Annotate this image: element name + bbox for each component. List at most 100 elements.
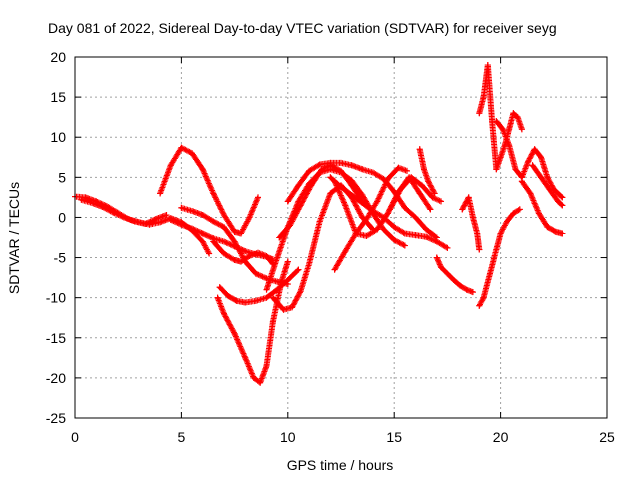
y-tick-label: 5 [58,169,66,185]
series-arc-15 [331,164,410,273]
data-point [246,214,253,221]
data-point [476,246,483,253]
data-point [327,159,334,166]
y-tick-label: -5 [54,250,67,266]
series-arc-17 [416,146,438,197]
data-point [538,154,545,161]
data-point [484,62,491,69]
data-point [438,264,445,271]
x-tick-label: 5 [178,429,186,445]
data-point [559,202,566,209]
data-point [425,178,432,185]
data-point [233,297,240,304]
data-point [220,224,227,231]
data-point [380,226,387,233]
data-point [525,158,532,165]
y-tick-label: 10 [50,129,66,145]
data-point [384,175,391,182]
data-point [297,202,304,209]
data-point [242,248,249,255]
plot-frame [74,56,608,419]
data-point [263,252,270,259]
data-point [480,294,487,301]
data-point [99,204,106,211]
data-point [538,174,545,181]
data-point [546,186,553,193]
data-point [420,166,427,173]
data-point [278,278,285,285]
data-point [206,250,213,257]
data-point [510,210,517,217]
data-point [274,254,281,261]
data-point [412,214,419,221]
data-point [178,144,185,151]
data-point [167,216,174,223]
data-point [474,230,481,237]
data-point [493,246,500,253]
data-point [255,194,262,201]
data-point [401,230,408,237]
data-point [423,226,430,233]
series-arc-2 [78,196,170,227]
data-point [535,210,542,217]
data-point [242,299,249,306]
data-point [199,230,206,237]
data-point [284,198,291,205]
data-point [342,248,349,255]
series-arc-19 [459,194,483,253]
data-point [231,228,238,235]
series-arc-20 [476,206,523,309]
data-point [401,204,408,211]
data-series [72,62,566,386]
data-point [518,126,525,133]
chart-title: Day 081 of 2022, Sidereal Day-to-day VTE… [48,20,557,36]
series-arc-8 [214,258,291,386]
series-arc-21 [476,62,525,173]
data-point [457,282,464,289]
data-point [486,270,493,277]
data-point [189,208,196,215]
data-point [78,196,85,203]
data-point [433,254,440,261]
series-arc-5 [178,204,291,288]
data-point [250,374,257,381]
data-point [386,206,393,213]
data-point [252,297,259,304]
data-point [395,164,402,171]
data-point [416,146,423,153]
data-point [512,166,519,173]
data-point [178,204,185,211]
data-point [427,206,434,213]
data-point [359,214,366,221]
y-tick-label: -20 [46,370,66,386]
data-point [359,166,366,173]
data-point [246,252,253,259]
data-point [284,277,291,284]
x-tick-label: 25 [599,429,615,445]
data-point [316,161,323,168]
data-point [431,190,438,197]
data-point [374,198,381,205]
series-arc-6 [210,238,276,267]
data-point [89,200,96,207]
series-arc-22 [493,118,566,201]
data-point [152,216,159,223]
data-point [527,190,534,197]
data-point [255,249,262,256]
data-point [510,110,517,117]
data-point [263,286,270,293]
data-point [374,226,381,233]
data-point [269,294,276,301]
data-point [348,191,355,198]
data-point [348,162,355,169]
data-point [210,190,217,197]
data-point [516,206,523,213]
data-point [338,167,344,174]
y-tick-label: 15 [50,89,66,105]
data-point [318,166,325,173]
data-point [469,214,476,221]
data-point [306,167,313,174]
data-point [476,302,483,309]
data-point [342,202,349,209]
